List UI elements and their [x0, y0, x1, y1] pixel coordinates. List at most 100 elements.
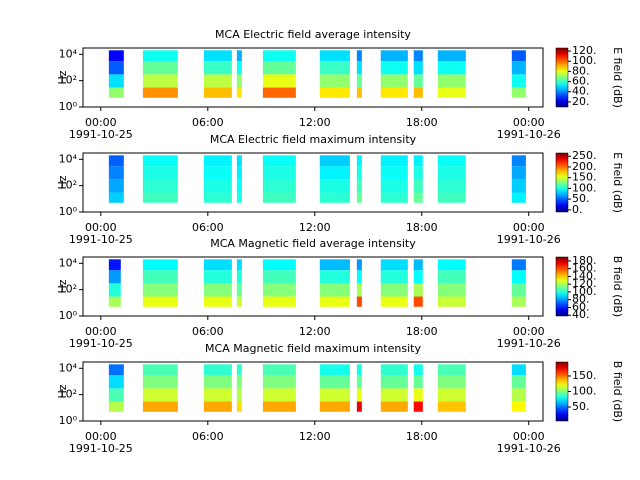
spectrogram-cell: [142, 283, 178, 297]
spectrogram-cell: [262, 166, 296, 180]
colorbar-tick-label: 50.: [572, 400, 590, 413]
spectrogram-cell: [203, 166, 232, 180]
spectrogram-cell: [437, 375, 466, 389]
colorbar-tick-label: 60.: [572, 75, 590, 88]
spectrogram-cell: [262, 364, 296, 376]
spectrogram-cell: [380, 50, 408, 62]
spectrogram-cell: [319, 283, 350, 297]
colorbar-label: B field (dB): [611, 256, 624, 317]
spectrogram-cell: [437, 259, 466, 271]
spectrogram-cell: [262, 179, 296, 193]
colorbar: [555, 361, 569, 422]
colorbar-tick-label: 120.: [572, 277, 597, 290]
spectrogram-cell: [511, 155, 526, 167]
spectrogram-cell: [511, 87, 526, 98]
spectrogram-cell: [413, 179, 423, 193]
spectrogram-cell: [142, 270, 178, 284]
spectrogram-cell: [380, 87, 408, 98]
spectrogram-cell: [236, 388, 242, 402]
x-tick-label: 00:00: [85, 430, 117, 443]
spectrogram-cell: [511, 388, 526, 402]
spectrogram-cell: [108, 364, 124, 376]
panel-title: MCA Electric field average intensity: [215, 28, 411, 41]
spectrogram-cell: [236, 375, 242, 389]
spectrogram-cell: [413, 270, 423, 284]
spectrogram-cell: [203, 388, 232, 402]
spectrogram-cell: [356, 155, 362, 167]
spectrogram-cell: [380, 155, 408, 167]
spectrogram-cell: [108, 74, 124, 88]
spectrogram-cell: [142, 388, 178, 402]
colorbar-tick-label: 180.: [572, 254, 597, 267]
spectrogram-cell: [142, 166, 178, 180]
spectrogram-cell: [511, 283, 526, 297]
colorbar-tick-label: 50.: [572, 192, 590, 205]
spectrogram-cell: [203, 401, 232, 412]
colorbar-tick-label: 100.: [572, 385, 597, 398]
spectrogram-cell: [203, 50, 232, 62]
spectrogram-cell: [413, 364, 423, 376]
spectrogram-cell: [380, 364, 408, 376]
spectrogram-cell: [437, 192, 466, 203]
spectrogram-cell: [437, 166, 466, 180]
spectrogram-cell: [356, 283, 362, 297]
spectrogram-cell: [319, 375, 350, 389]
spectrogram-cell: [413, 87, 423, 98]
spectrogram-cell: [380, 61, 408, 75]
spectrogram-cell: [203, 259, 232, 271]
colorbar-tick-label: 100.: [572, 181, 597, 194]
spectrogram-cell: [203, 270, 232, 284]
spectrogram-cell: [262, 296, 296, 307]
y-tick-label: 10⁰: [59, 205, 78, 218]
y-tick-label: 10⁰: [59, 100, 78, 113]
colorbar-label: E field (dB): [611, 152, 624, 213]
spectrogram-cell: [356, 401, 362, 412]
x-tick-label: 18:00: [406, 325, 438, 338]
x-tick-label: 00:00: [513, 325, 545, 338]
x-tick-label: 00:00: [85, 116, 117, 129]
spectrogram-cell: [437, 61, 466, 75]
spectrogram-cell: [356, 61, 362, 75]
spectrogram-cell: [203, 87, 232, 98]
spectrogram-cell: [413, 259, 423, 271]
colorbar-tick-label: 200.: [572, 160, 597, 173]
spectrogram-cell: [380, 179, 408, 193]
spectrogram-cell: [356, 50, 362, 62]
spectrogram-cell: [108, 259, 121, 271]
y-tick-label: 10⁴: [59, 256, 78, 269]
colorbar-tick-label: 40.: [572, 308, 590, 321]
spectrogram-cell: [319, 87, 350, 98]
colorbar-label: E field (dB): [611, 47, 624, 108]
spectrogram-cell: [380, 192, 408, 203]
colorbar-tick-label: 250.: [572, 149, 597, 162]
spectrogram-cell: [236, 401, 242, 412]
spectrogram-cell: [142, 155, 178, 167]
y-tick-label: 10⁰: [59, 414, 78, 427]
spectrogram-cell: [511, 364, 526, 376]
x-date-label: 1991-10-26: [497, 337, 561, 350]
spectrogram-cell: [142, 296, 178, 307]
spectrogram-cell: [511, 270, 526, 284]
spectrogram-cell: [511, 192, 526, 203]
spectrogram-cell: [380, 375, 408, 389]
x-tick-label: 12:00: [299, 325, 331, 338]
colorbar: [555, 152, 569, 213]
spectrogram-cell: [511, 179, 526, 193]
spectrogram-cell: [142, 375, 178, 389]
spectrogram-cell: [319, 179, 350, 193]
spectrogram-cell: [437, 364, 466, 376]
spectrogram-cell: [108, 166, 124, 180]
y-tick-label: 10⁴: [59, 47, 78, 60]
spectrogram-cell: [437, 87, 466, 98]
x-tick-label: 18:00: [406, 430, 438, 443]
spectrogram-cell: [319, 166, 350, 180]
spectrogram-cell: [108, 179, 124, 193]
colorbar-tick-label: 20.: [572, 95, 590, 108]
colorbar: [555, 47, 569, 108]
spectrogram-cell: [319, 270, 350, 284]
spectrogram-cell: [511, 401, 526, 412]
y-tick-label: 10⁴: [59, 361, 78, 374]
x-tick-label: 00:00: [513, 221, 545, 234]
spectrogram-cell: [380, 296, 408, 307]
